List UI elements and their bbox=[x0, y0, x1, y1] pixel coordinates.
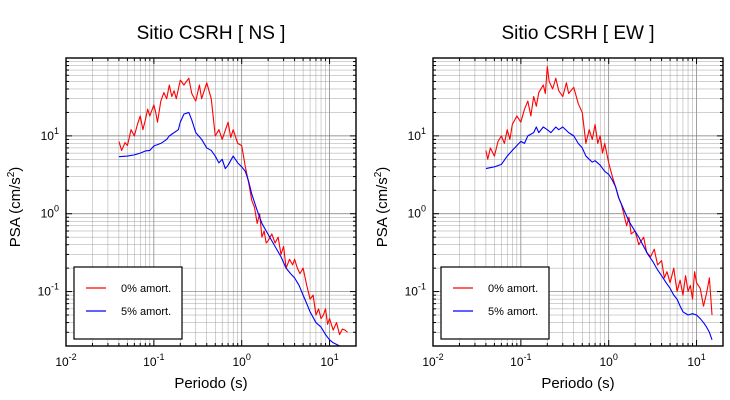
legend-label-0pct: 0% amort. bbox=[121, 283, 171, 295]
y-tick-label: 100 bbox=[41, 204, 59, 221]
x-tick-label: 100 bbox=[233, 352, 251, 369]
tick-group: 10-2 10-1 100 101 10-1 100 101 bbox=[38, 57, 357, 369]
series-group bbox=[118, 77, 348, 347]
y-axis-label: PSA (cm/s2) bbox=[373, 167, 391, 248]
legend-label-5pct: 5% amort. bbox=[488, 306, 538, 318]
y-tick-label: 101 bbox=[41, 126, 59, 143]
chart-title: Sitio CSRH [ NS ] bbox=[137, 23, 286, 44]
tick-group: 10-2 10-1 100 101 10-1 100 101 bbox=[405, 57, 724, 369]
y-axis-label: PSA (cm/s2) bbox=[6, 167, 24, 248]
ns-chart-panel: Sitio CSRH [ NS ] 10-2 10-1 100 10110-11001… bbox=[6, 23, 357, 392]
x-tick-label: 10-1 bbox=[510, 352, 531, 369]
y-tick-label: 10-1 bbox=[38, 282, 59, 299]
series-group bbox=[485, 65, 713, 341]
x-axis-label: Periodo (s) bbox=[541, 375, 614, 392]
ew-chart-panel: Sitio CSRH [ EW ] 10-2 10-1 100 10110-11001… bbox=[373, 23, 724, 392]
plot-frame bbox=[65, 57, 357, 347]
chart-title: Sitio CSRH [ EW ] bbox=[501, 23, 654, 44]
grid bbox=[65, 57, 357, 347]
x-tick-label: 10-2 bbox=[422, 352, 443, 369]
x-tick-label: 101 bbox=[687, 352, 705, 369]
legend: 0% amort. 5% amort. bbox=[440, 266, 550, 340]
series-line-5pct bbox=[485, 126, 713, 341]
x-axis-label: Periodo (s) bbox=[174, 375, 247, 392]
x-tick-label: 10-2 bbox=[55, 352, 76, 369]
legend-label-0pct: 0% amort. bbox=[488, 283, 538, 295]
series-line-0pct bbox=[118, 77, 348, 336]
x-tick-label: 10-1 bbox=[143, 352, 164, 369]
y-tick-label: 100 bbox=[408, 204, 426, 221]
x-tick-label: 101 bbox=[320, 352, 338, 369]
series-line-5pct bbox=[118, 111, 340, 347]
legend: 0% amort. 5% amort. bbox=[73, 266, 183, 340]
series-line-0pct bbox=[485, 65, 713, 316]
x-tick-label: 100 bbox=[600, 352, 618, 369]
legend-box bbox=[440, 266, 550, 340]
y-tick-label: 10-1 bbox=[405, 282, 426, 299]
legend-label-5pct: 5% amort. bbox=[121, 306, 171, 318]
plot-frame bbox=[432, 57, 724, 347]
legend-box bbox=[73, 266, 183, 340]
y-tick-label: 101 bbox=[408, 126, 426, 143]
